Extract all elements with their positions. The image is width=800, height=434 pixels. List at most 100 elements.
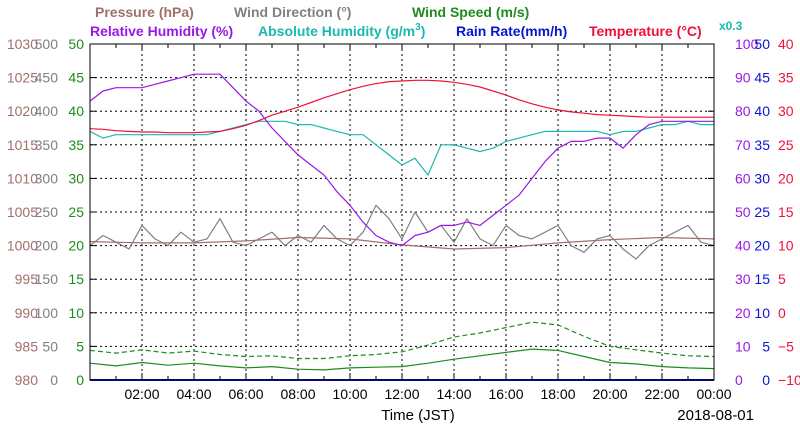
- grid-lines: [90, 44, 714, 380]
- humidity-tick-label: 30: [735, 271, 751, 287]
- rain-rate-tick-label: 5: [762, 338, 770, 354]
- wind-speed-tick-label: 5: [76, 338, 84, 354]
- legend-temperature-scale-note: x0.3: [719, 19, 743, 33]
- time-tick-label: 04:00: [176, 386, 211, 402]
- legend-temperature: Temperature (°C): [589, 23, 702, 39]
- wind-speed-tick-label: 30: [68, 170, 84, 186]
- pressure-axis: 980 985 990 995 1000 1005 1010 1015 1020 1025 1030: [7, 36, 38, 388]
- pressure-tick-label: 1005: [7, 204, 38, 220]
- wind-direction-tick-label: 0: [50, 372, 58, 388]
- rain-rate-tick-label: 0: [762, 372, 770, 388]
- pressure-tick-label: 990: [15, 305, 39, 321]
- humidity-tick-label: 50: [735, 204, 751, 220]
- wind-speed-tick-label: 20: [68, 238, 84, 254]
- series-line-absolute-humidity-g-m3: [89, 120, 714, 176]
- temperature-tick-label: −5: [778, 338, 794, 354]
- series-line-relative-humidity: [89, 73, 714, 247]
- humidity-tick-label: 100: [735, 36, 759, 52]
- wind-direction-tick-label: 350: [35, 137, 59, 153]
- rain-rate-tick-label: 20: [754, 238, 770, 254]
- rain-rate-axis: 0 5 10 15 20 25 30 35 40 45 50: [754, 36, 770, 388]
- time-tick-label: 20:00: [592, 386, 627, 402]
- temperature-tick-label: 15: [778, 204, 794, 220]
- x-axis-label: Time (JST): [381, 407, 455, 424]
- time-tick-label: 12:00: [384, 386, 419, 402]
- wind-speed-tick-label: 35: [68, 137, 84, 153]
- date-label: 2018-08-01: [677, 407, 754, 424]
- rain-rate-tick-label: 35: [754, 137, 770, 153]
- legend-absolute-humidity-text: Absolute Humidity (g/m: [258, 23, 415, 39]
- legend-wind-speed: Wind Speed (m/s): [412, 4, 529, 20]
- temperature-tick-label: 10: [778, 238, 794, 254]
- temperature-tick-label: 5: [778, 271, 786, 287]
- pressure-tick-label: 1025: [7, 70, 38, 86]
- humidity-tick-label: 40: [735, 238, 751, 254]
- pressure-tick-label: 1010: [7, 170, 38, 186]
- pressure-tick-label: 980: [15, 372, 39, 388]
- time-tick-label: 00:00: [696, 386, 731, 402]
- pressure-tick-label: 1000: [7, 238, 38, 254]
- time-tick-label: 08:00: [280, 386, 315, 402]
- wind-speed-tick-label: 15: [68, 271, 84, 287]
- time-tick-label: 02:00: [124, 386, 159, 402]
- legend-relative-humidity: Relative Humidity (%): [90, 23, 233, 39]
- wind-direction-tick-label: 100: [35, 305, 59, 321]
- legend-pressure: Pressure (hPa): [95, 4, 194, 20]
- wind-speed-tick-label: 45: [68, 70, 84, 86]
- humidity-tick-label: 70: [735, 137, 751, 153]
- wind-direction-tick-label: 400: [35, 103, 59, 119]
- series-line-wind-speed-m-s-max: [89, 321, 715, 360]
- series-line-wind-speed-m-s: [89, 348, 715, 371]
- time-tick-label: 10:00: [332, 386, 367, 402]
- legend-absolute-humidity-sup: 3: [415, 22, 421, 33]
- humidity-tick-label: 90: [735, 70, 751, 86]
- humidity-tick-label: 0: [735, 372, 743, 388]
- wind-speed-axis: 0 5 10 15 20 25 30 35 40 45 50: [68, 36, 84, 388]
- wind-speed-tick-label: 0: [76, 372, 84, 388]
- pressure-tick-label: 995: [15, 271, 39, 287]
- time-tick-label: 06:00: [228, 386, 263, 402]
- temperature-tick-label: 0: [778, 305, 786, 321]
- wind-direction-tick-label: 300: [35, 170, 59, 186]
- time-tick-label: 16:00: [488, 386, 523, 402]
- temperature-tick-label: −10: [778, 372, 800, 388]
- rain-rate-tick-label: 15: [754, 271, 770, 287]
- wind-speed-tick-label: 40: [68, 103, 84, 119]
- rain-rate-tick-label: 40: [754, 103, 770, 119]
- rain-rate-tick-label: 45: [754, 70, 770, 86]
- temperature-tick-label: 40: [778, 36, 794, 52]
- wind-direction-tick-label: 500: [35, 36, 59, 52]
- wind-direction-axis: 0 50 100 150 200 250 300 350 400 450 500: [35, 36, 59, 388]
- pressure-tick-label: 1020: [7, 103, 38, 119]
- wind-direction-tick-label: 200: [35, 238, 59, 254]
- pressure-tick-label: 1030: [7, 36, 38, 52]
- wind-speed-tick-label: 10: [68, 305, 84, 321]
- temperature-tick-label: 30: [778, 103, 794, 119]
- humidity-tick-label: 80: [735, 103, 751, 119]
- rain-rate-tick-label: 50: [754, 36, 770, 52]
- rain-rate-tick-label: 10: [754, 305, 770, 321]
- legend-absolute-humidity: Absolute Humidity (g/m3): [258, 22, 425, 39]
- pressure-tick-label: 985: [15, 338, 39, 354]
- temperature-tick-label: 25: [778, 137, 794, 153]
- time-tick-label: 22:00: [644, 386, 679, 402]
- rain-rate-tick-label: 25: [754, 204, 770, 220]
- series-line-wind-direction: [89, 204, 715, 260]
- humidity-axis: 0 10 20 30 40 50 60 70 80 90 100: [735, 36, 759, 388]
- humidity-tick-label: 60: [735, 170, 751, 186]
- temperature-axis: −10 −5 0 5 10 15 20 25 30 35 40: [778, 36, 800, 388]
- pressure-tick-label: 1015: [7, 137, 38, 153]
- legend-absolute-humidity-close: ): [421, 23, 426, 39]
- wind-direction-tick-label: 50: [42, 338, 58, 354]
- tick-layer: [90, 44, 714, 380]
- time-axis: 02:00 04:00 06:00 08:00 10:00 12:00 14:00 16:00…: [124, 386, 731, 402]
- humidity-tick-label: 20: [735, 305, 751, 321]
- humidity-tick-label: 10: [735, 338, 751, 354]
- wind-speed-tick-label: 25: [68, 204, 84, 220]
- wind-direction-tick-label: 250: [35, 204, 59, 220]
- legend-wind-direction: Wind Direction (°): [234, 4, 351, 20]
- legend-rain-rate: Rain Rate(mm/h): [456, 23, 567, 39]
- wind-direction-tick-label: 150: [35, 271, 59, 287]
